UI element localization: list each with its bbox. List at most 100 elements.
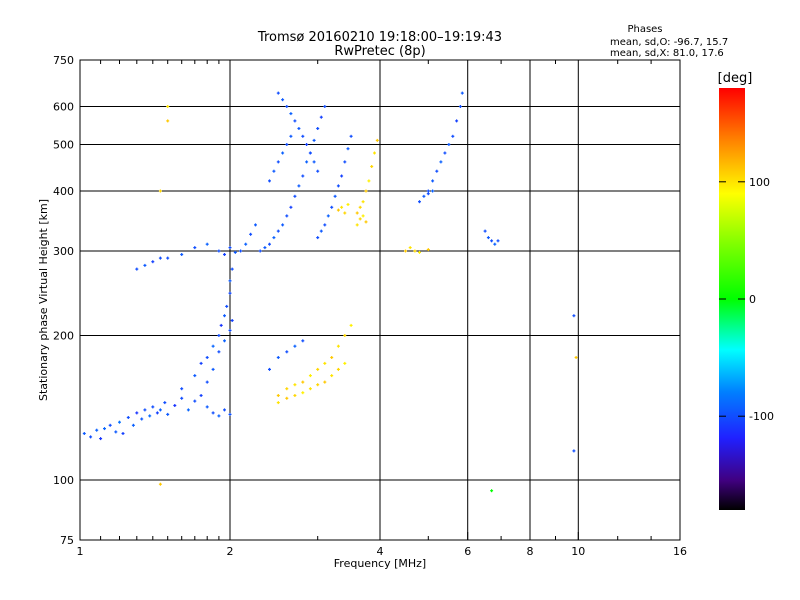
data-point (281, 223, 285, 227)
data-point (143, 263, 147, 267)
data-point (151, 260, 155, 264)
data-point (483, 229, 487, 233)
x-tick-label: 16 (673, 545, 687, 558)
data-point (82, 432, 86, 435)
data-point (225, 304, 229, 308)
data-point (346, 147, 350, 151)
data-point (460, 91, 464, 95)
data-point (326, 214, 330, 218)
data-point (333, 194, 337, 198)
data-point (268, 367, 271, 371)
data-point (217, 334, 221, 337)
y-tick-label: 400 (53, 185, 74, 198)
data-point (293, 383, 297, 387)
data-points (82, 91, 578, 493)
data-point (439, 160, 443, 164)
data-point (355, 223, 359, 227)
x-tick-label: 2 (227, 545, 234, 558)
data-point (193, 246, 197, 250)
data-point (230, 319, 234, 322)
data-point (217, 249, 221, 253)
data-point (193, 399, 197, 403)
y-tick-label: 300 (53, 245, 74, 258)
data-point (301, 380, 305, 384)
data-point (143, 408, 147, 412)
data-point (451, 134, 455, 138)
data-point (158, 408, 162, 412)
data-point (426, 189, 430, 193)
data-point (358, 217, 362, 221)
data-point (135, 267, 139, 271)
data-point (223, 339, 226, 343)
data-point (217, 350, 221, 354)
data-point (340, 174, 344, 178)
phase-stats-title: Phases (627, 24, 662, 35)
data-point (217, 414, 221, 418)
data-point (319, 115, 323, 119)
data-point (323, 223, 327, 227)
data-point (330, 205, 334, 209)
data-point (361, 200, 365, 204)
data-point (276, 401, 280, 405)
data-point (408, 246, 412, 250)
data-point (343, 361, 347, 365)
data-point (155, 411, 159, 415)
phase-stats-x: mean, sd,X: 81.0, 17.6 (610, 48, 724, 59)
data-point (211, 411, 215, 415)
data-point (486, 236, 490, 240)
data-point (323, 380, 327, 384)
data-point (358, 205, 362, 209)
data-point (289, 205, 293, 209)
data-point (308, 374, 312, 378)
data-point (319, 229, 323, 233)
data-point (373, 151, 376, 155)
data-point (367, 179, 371, 183)
data-point (308, 387, 312, 391)
data-point (193, 374, 197, 378)
data-point (293, 344, 297, 348)
data-point (289, 134, 293, 138)
data-point (336, 208, 340, 212)
phase-stats-o: mean, sd,O: -96.7, 15.7 (610, 37, 728, 48)
data-point (163, 401, 167, 405)
data-point (199, 394, 203, 397)
data-point (285, 214, 289, 218)
data-point (263, 246, 267, 250)
x-tick-label: 1 (77, 545, 84, 558)
y-tick-label: 200 (53, 330, 74, 343)
data-point (158, 482, 162, 486)
data-point (305, 160, 309, 164)
data-point (301, 391, 305, 395)
data-point (312, 138, 316, 142)
data-point (223, 314, 226, 318)
data-point (166, 119, 170, 123)
data-point (228, 328, 232, 332)
data-point (293, 119, 297, 123)
data-point (297, 127, 301, 130)
x-axis-ticks: 1 2 4 6 8 10 16 (77, 60, 687, 558)
data-point (336, 367, 340, 371)
data-point (126, 416, 130, 419)
data-point (343, 160, 347, 164)
colorbar-tick-label: -100 (749, 410, 774, 423)
data-point (458, 105, 462, 108)
data-point (166, 105, 170, 108)
data-point (426, 192, 430, 196)
data-point (230, 267, 234, 271)
colorbar-tick-label: 100 (749, 176, 770, 189)
data-point (490, 239, 494, 243)
data-point (316, 367, 320, 371)
data-point (375, 138, 379, 142)
data-point (285, 105, 289, 108)
data-point (370, 165, 374, 168)
data-point (276, 229, 280, 233)
data-point (158, 189, 162, 193)
data-point (173, 404, 177, 407)
data-point (272, 169, 276, 173)
data-point (223, 408, 226, 412)
data-point (493, 242, 497, 246)
data-point (228, 291, 232, 295)
data-point (268, 242, 271, 246)
data-point (151, 405, 155, 409)
